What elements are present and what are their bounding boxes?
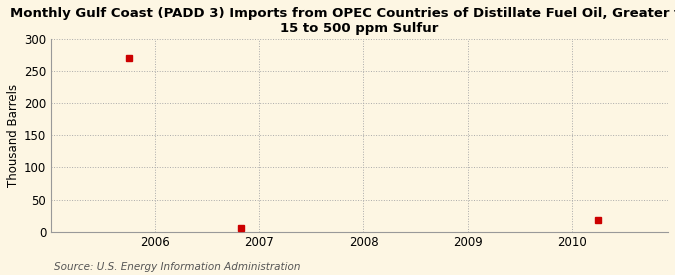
Title: Monthly Gulf Coast (PADD 3) Imports from OPEC Countries of Distillate Fuel Oil, : Monthly Gulf Coast (PADD 3) Imports from… xyxy=(10,7,675,35)
Y-axis label: Thousand Barrels: Thousand Barrels xyxy=(7,84,20,187)
Text: Source: U.S. Energy Information Administration: Source: U.S. Energy Information Administ… xyxy=(54,262,300,272)
